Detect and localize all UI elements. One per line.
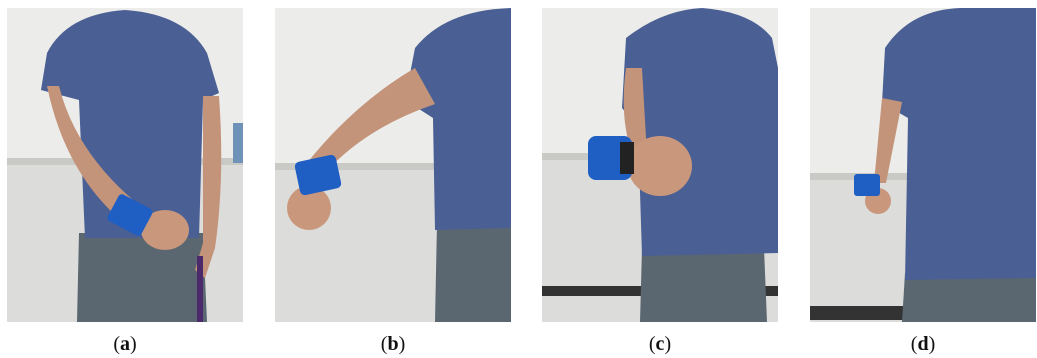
caption: (d) — [805, 333, 1037, 356]
photo — [542, 8, 778, 322]
caption-close: ) — [928, 333, 936, 355]
photo — [810, 8, 1036, 322]
photo — [7, 8, 243, 322]
caption-letter: d — [917, 333, 929, 355]
caption: (a) — [7, 333, 243, 356]
caption-letter: a — [120, 333, 130, 355]
caption: (c) — [542, 333, 778, 356]
photo — [275, 8, 511, 322]
caption-open: ( — [648, 333, 656, 355]
caption-close: ) — [398, 333, 406, 355]
caption-open: ( — [113, 333, 120, 355]
caption-open: ( — [380, 333, 388, 355]
caption-close: ) — [664, 333, 672, 355]
caption: (b) — [275, 333, 511, 356]
caption-close: ) — [130, 333, 137, 355]
caption-open: ( — [910, 333, 918, 355]
caption-letter: b — [387, 333, 399, 355]
caption-letter: c — [655, 333, 665, 355]
